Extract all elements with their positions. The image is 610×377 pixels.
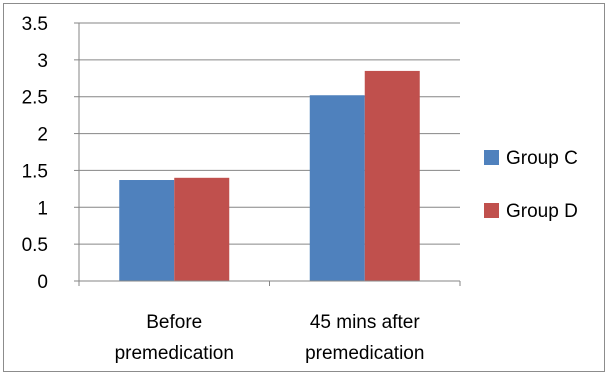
bar (174, 177, 230, 281)
y-tick-label: 2.5 (22, 88, 48, 109)
chart-frame (3, 3, 605, 372)
legend-swatch (484, 150, 499, 165)
y-tick-labels: 0 0.5 1 1.5 2 2.5 3 3.5 (22, 14, 48, 293)
legend-label: Group C (506, 148, 578, 169)
y-tick-label: 0 (37, 272, 48, 293)
y-tick-label: 1 (37, 198, 48, 219)
y-tick-label: 3.5 (22, 14, 48, 35)
bar (309, 95, 365, 282)
x-category-label: premedication (305, 343, 424, 364)
bars (119, 70, 420, 282)
y-tick-label: 1.5 (22, 161, 48, 182)
y-tick-label: 3 (37, 51, 48, 72)
bar (364, 70, 420, 282)
x-category-label: 45 mins after (310, 312, 420, 333)
axes (74, 22, 461, 286)
y-tick-label: 0.5 (22, 235, 48, 256)
bar (119, 180, 175, 281)
legend-swatch (484, 203, 499, 218)
x-category-label: Before (146, 312, 202, 333)
legend: Group C Group D (484, 148, 578, 222)
legend-label: Group D (506, 201, 578, 222)
x-category-labels: Before premedication 45 mins after premedic… (115, 312, 425, 364)
y-tick-label: 2 (37, 125, 48, 146)
x-category-label: premedication (115, 343, 234, 364)
